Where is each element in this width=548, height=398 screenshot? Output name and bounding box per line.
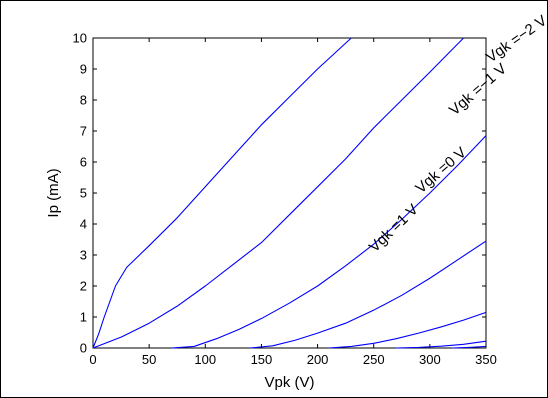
y-tick-label: 7 [80, 124, 87, 139]
series-line-5 [328, 311, 487, 349]
series-line-2 [92, 37, 464, 349]
y-tick-label: 10 [73, 31, 87, 46]
series-line-1 [92, 37, 352, 349]
y-tick-label: 3 [80, 248, 87, 263]
x-tick-label: 0 [89, 352, 96, 367]
x-tick-label: 100 [194, 352, 216, 367]
y-tick-label: 6 [80, 155, 87, 170]
y-tick-label: 8 [80, 93, 87, 108]
y-tick-label: 2 [80, 279, 87, 294]
x-tick-label: 150 [251, 352, 273, 367]
x-axis-label: Vpk (V) [264, 374, 314, 391]
x-tick-label: 300 [419, 352, 441, 367]
x-tick-label: 250 [363, 352, 385, 367]
y-tick-label: 1 [80, 310, 87, 325]
x-tick-label: 350 [475, 352, 497, 367]
plot-area [92, 37, 487, 349]
x-tick-label: 200 [307, 352, 329, 367]
series-line-7 [452, 345, 487, 349]
series-line-3 [171, 135, 487, 349]
series-line-4 [250, 240, 487, 349]
x-tick-label: 50 [142, 352, 156, 367]
series-line-6 [396, 340, 487, 349]
y-tick-label: 4 [80, 217, 87, 232]
y-tick-label: 9 [80, 62, 87, 77]
y-tick-label: 0 [80, 341, 87, 356]
y-tick-label: 5 [80, 186, 87, 201]
y-axis-label: Ip (mA) [45, 168, 62, 217]
curve-annotation-4: Vgk =−2 V [483, 12, 548, 66]
